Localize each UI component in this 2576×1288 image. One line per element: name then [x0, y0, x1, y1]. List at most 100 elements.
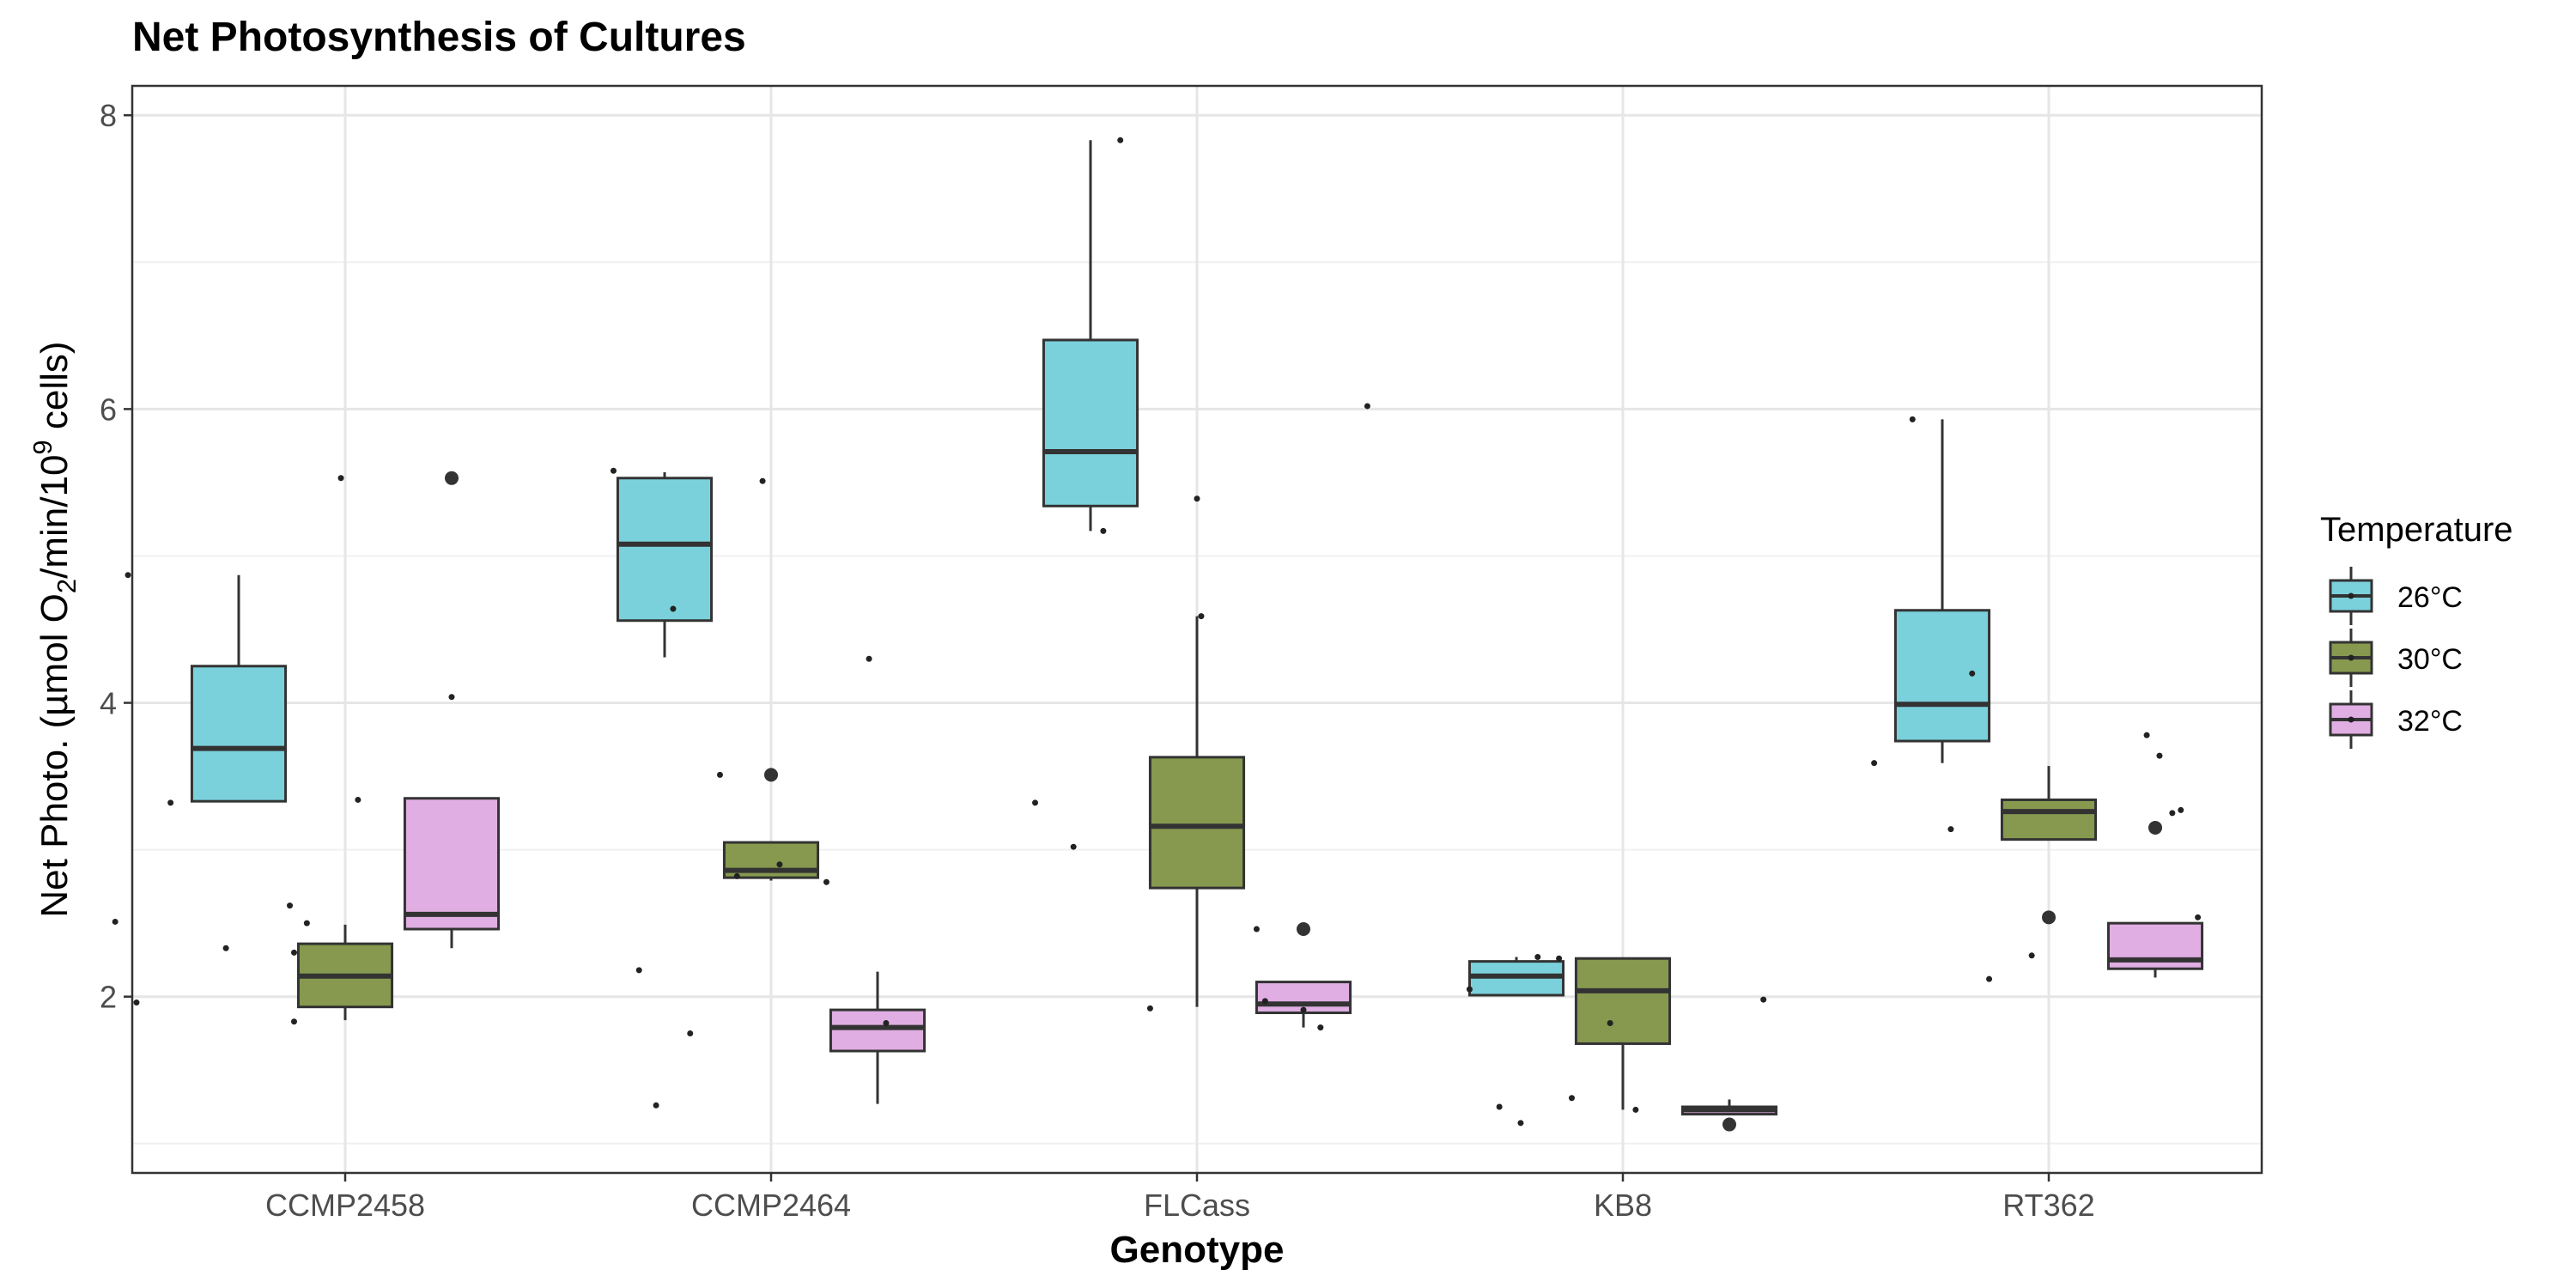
x-tick-label: FLCass — [1144, 1188, 1250, 1223]
y-axis-title: Net Photo. (µmol O2/min/109 cells) — [27, 341, 82, 917]
jitter-point — [866, 655, 872, 662]
jitter-point — [759, 477, 766, 484]
jitter-point — [1947, 826, 1954, 833]
box-body — [1148, 756, 1246, 890]
legend-key-point — [2348, 592, 2354, 599]
jitter-point — [290, 949, 297, 956]
box-body — [1574, 957, 1672, 1045]
box-group — [1042, 140, 1139, 532]
jitter-point — [1032, 799, 1039, 806]
jitter-point — [1632, 1106, 1639, 1113]
y-axis-title-superscript: 9 — [27, 440, 58, 454]
box-body — [190, 665, 288, 803]
y-axis: 2 4 6 8 — [100, 98, 132, 1015]
jitter-point — [1364, 403, 1370, 410]
legend-label: 32°C — [2397, 705, 2463, 738]
jitter-point — [2195, 914, 2202, 920]
jitter-point — [337, 475, 344, 482]
box-body — [829, 1008, 927, 1053]
legend-item: 26°C — [2329, 567, 2463, 625]
jitter-point — [776, 861, 783, 868]
outlier-point — [1722, 1117, 1736, 1132]
jitter-point — [610, 467, 617, 474]
jitter-point — [1300, 1006, 1307, 1013]
x-tick-label: RT362 — [2002, 1188, 2094, 1223]
jitter-point — [1607, 1019, 1613, 1026]
jitter-point — [687, 1030, 694, 1036]
jitter-point — [1517, 1120, 1524, 1127]
jitter-point — [1261, 998, 1268, 1005]
y-tick-label: 6 — [100, 392, 117, 427]
jitter-point — [290, 1018, 297, 1025]
jitter-point — [2143, 732, 2150, 738]
jitter-point — [1466, 986, 1473, 993]
jitter-point — [823, 878, 829, 885]
jitter-point — [733, 872, 740, 879]
y-axis-title-middle: /min/10 — [33, 455, 76, 579]
y-axis-title-prefix: Net Photo. (µmol O — [33, 593, 76, 917]
jitter-point — [448, 694, 455, 701]
box-group — [829, 971, 927, 1104]
jitter-point — [1871, 760, 1878, 767]
jitter-point — [1317, 1024, 1324, 1031]
legend-label: 26°C — [2397, 581, 2463, 614]
box-group — [403, 471, 501, 949]
jitter-point — [1969, 670, 1976, 677]
box-body — [1042, 338, 1139, 507]
jitter-point — [1198, 613, 1205, 620]
jitter-point — [1760, 996, 1767, 1003]
legend-key-point — [2348, 654, 2354, 661]
jitter-point — [1070, 843, 1077, 850]
box-groups — [190, 140, 2204, 1132]
jitter-point — [716, 771, 723, 778]
legend-key-point — [2348, 716, 2354, 723]
jitter-point — [125, 572, 131, 579]
jitter-point — [1194, 495, 1200, 502]
legend-title: Temperature — [2320, 511, 2513, 549]
legend-item: 30°C — [2329, 629, 2463, 687]
jitter-point — [635, 967, 642, 974]
jitter-points — [112, 137, 2202, 1127]
jitter-point — [222, 945, 229, 951]
x-tick-label: CCMP2464 — [691, 1188, 851, 1223]
jitter-point — [653, 1102, 659, 1109]
jitter-point — [303, 920, 310, 927]
box-group — [1467, 957, 1565, 997]
jitter-point — [1556, 955, 1563, 962]
y-tick-label: 4 — [100, 686, 117, 721]
jitter-point — [355, 796, 361, 803]
legend-items: 26°C 30°C 32°C — [2329, 567, 2463, 749]
outlier-point — [1297, 922, 1310, 937]
x-axis: CCMP2458 CCMP2464 FLCass KB8 RT362 — [265, 1173, 2095, 1223]
jitter-point — [1100, 527, 1107, 534]
jitter-point — [287, 902, 294, 909]
jitter-point — [112, 918, 118, 925]
box-group — [2000, 766, 2098, 925]
box-body — [1893, 609, 1991, 743]
box-body — [403, 797, 501, 931]
jitter-point — [1117, 137, 1124, 143]
box-body — [616, 477, 714, 623]
y-tick-label: 8 — [100, 98, 117, 133]
box-group — [296, 924, 394, 1021]
jitter-point — [1253, 926, 1260, 933]
jitter-point — [2156, 752, 2163, 759]
outlier-point — [2148, 820, 2162, 835]
box-group — [722, 768, 820, 881]
box-group — [616, 471, 714, 658]
jitter-point — [1146, 1005, 1153, 1012]
jitter-point — [1986, 975, 1993, 982]
jitter-point — [167, 799, 174, 806]
x-axis-title: Genotype — [1110, 1229, 1285, 1271]
jitter-point — [1534, 954, 1541, 961]
jitter-point — [1909, 416, 1916, 422]
outlier-point — [2042, 910, 2056, 925]
jitter-point — [2169, 810, 2176, 817]
outlier-point — [445, 471, 459, 485]
jitter-point — [133, 999, 140, 1006]
box-group — [1148, 616, 1246, 1007]
legend-item: 32°C — [2329, 690, 2463, 749]
jitter-point — [883, 1019, 890, 1026]
jitter-point — [1568, 1095, 1575, 1102]
